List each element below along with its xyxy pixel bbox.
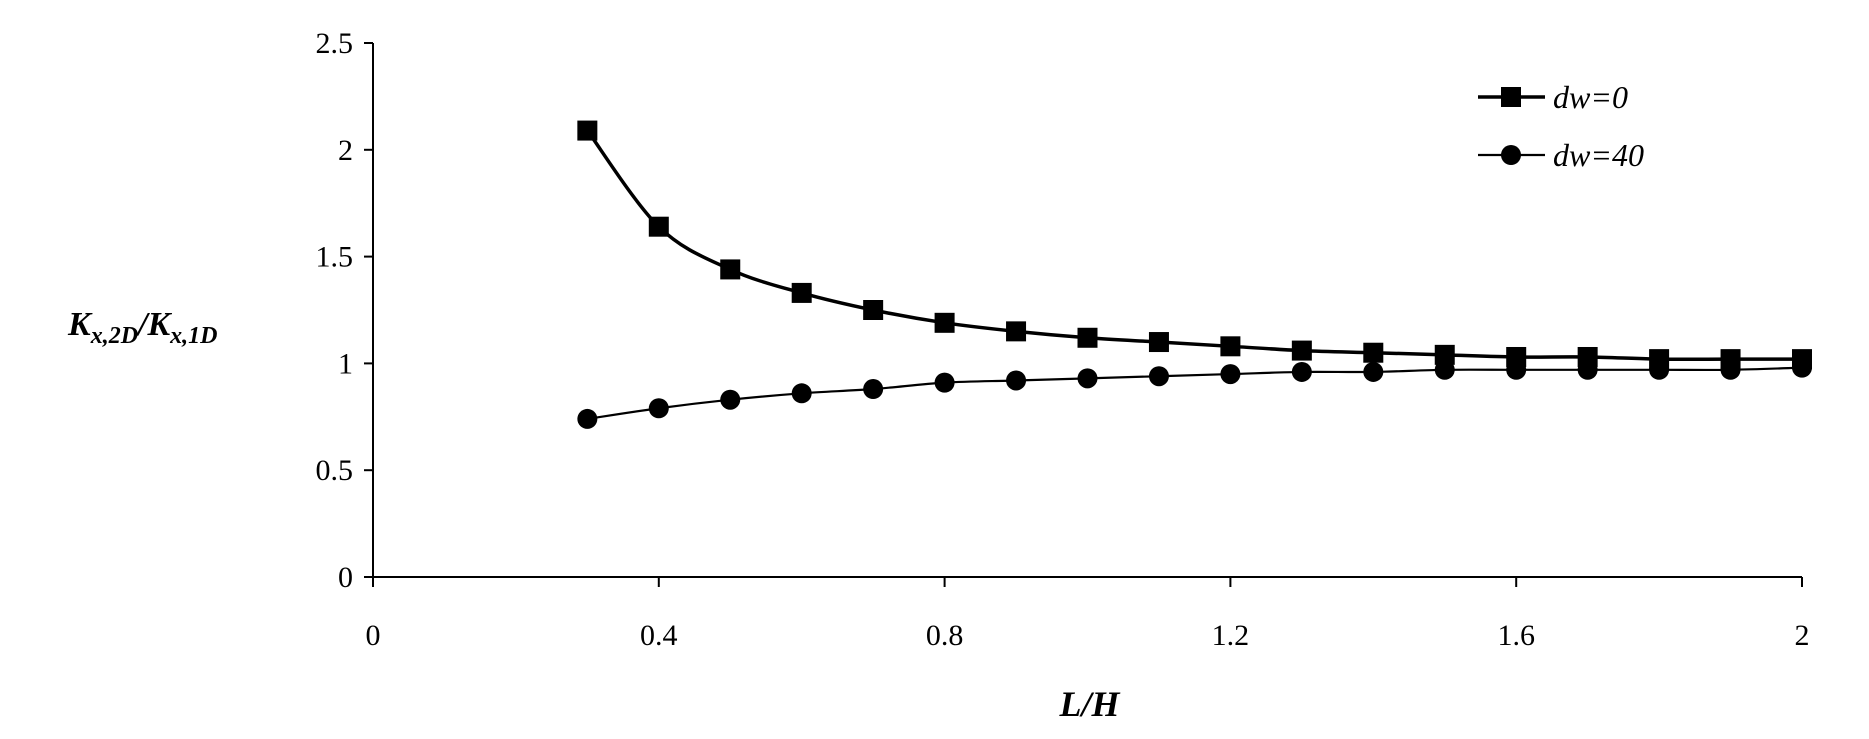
x-tick-label: 1.2	[1212, 619, 1250, 652]
y-tick-label: 0	[338, 561, 353, 594]
legend-marker-circle	[1501, 145, 1521, 165]
data-point-square	[1077, 327, 1098, 348]
data-point-circle	[1006, 370, 1027, 391]
x-tick-label: 0.8	[926, 619, 964, 652]
data-point-circle	[1577, 359, 1598, 380]
data-point-circle	[720, 389, 741, 410]
data-point-circle	[1291, 361, 1312, 382]
data-point-circle	[1220, 364, 1241, 385]
data-point-circle	[791, 383, 812, 404]
data-point-circle	[1077, 368, 1098, 389]
data-point-square	[648, 216, 669, 237]
x-axis-title: L/H	[1059, 684, 1121, 724]
data-point-square	[791, 282, 812, 303]
data-point-square	[1148, 332, 1169, 353]
data-point-circle	[1434, 359, 1455, 380]
legend-marker-square	[1501, 87, 1521, 107]
data-point-square	[1291, 340, 1312, 361]
x-tick-label: 0	[366, 619, 381, 652]
data-point-circle	[577, 408, 598, 429]
legend-label: dw=0	[1553, 79, 1628, 115]
data-point-circle	[1792, 357, 1812, 378]
data-point-square	[720, 259, 741, 280]
y-tick-label: 2	[338, 134, 353, 167]
data-point-circle	[934, 372, 955, 393]
y-tick-label: 1	[338, 347, 353, 380]
data-point-square	[863, 300, 884, 320]
data-point-circle	[863, 379, 884, 400]
data-point-circle	[648, 398, 669, 419]
legend-label: dw=40	[1553, 137, 1644, 173]
y-axis-title-subscript: x,2D	[90, 323, 138, 349]
y-tick-label: 2.5	[316, 27, 354, 60]
legend: dw=0 dw=40	[1478, 79, 1644, 173]
series-markers	[577, 120, 1812, 429]
y-axis-title-subscript: x,1D	[169, 323, 217, 349]
data-point-square	[1006, 321, 1027, 342]
data-point-circle	[1506, 359, 1527, 380]
axes: 0 0.5 1 1.5 2 2.5 0 0.4 0.8 1.2 1.6 2	[316, 27, 1810, 652]
data-point-circle	[1148, 366, 1169, 387]
y-tick-label: 0.5	[316, 454, 354, 487]
data-point-square	[1220, 336, 1241, 357]
y-axis-title-part: K	[67, 306, 93, 343]
series-line-2	[587, 366, 1803, 421]
axis-titles: L/H Kx,2D/Kx,1D	[67, 306, 1120, 724]
data-point-square	[934, 312, 955, 333]
x-tick-label: 2	[1795, 619, 1810, 652]
data-point-square	[577, 120, 598, 141]
data-point-circle	[1363, 361, 1384, 382]
data-point-square	[1434, 344, 1455, 365]
y-tick-label: 1.5	[316, 241, 354, 274]
data-point-square	[1363, 342, 1384, 363]
data-point-circle	[1720, 359, 1741, 380]
data-point-circle	[1649, 359, 1670, 380]
y-axis-title: Kx,2D/Kx,1D	[67, 306, 218, 349]
x-tick-label: 1.6	[1497, 619, 1535, 652]
series-lines	[585, 129, 1803, 421]
y-axis-title-part: /K	[135, 306, 172, 343]
x-tick-label: 0.4	[640, 619, 678, 652]
